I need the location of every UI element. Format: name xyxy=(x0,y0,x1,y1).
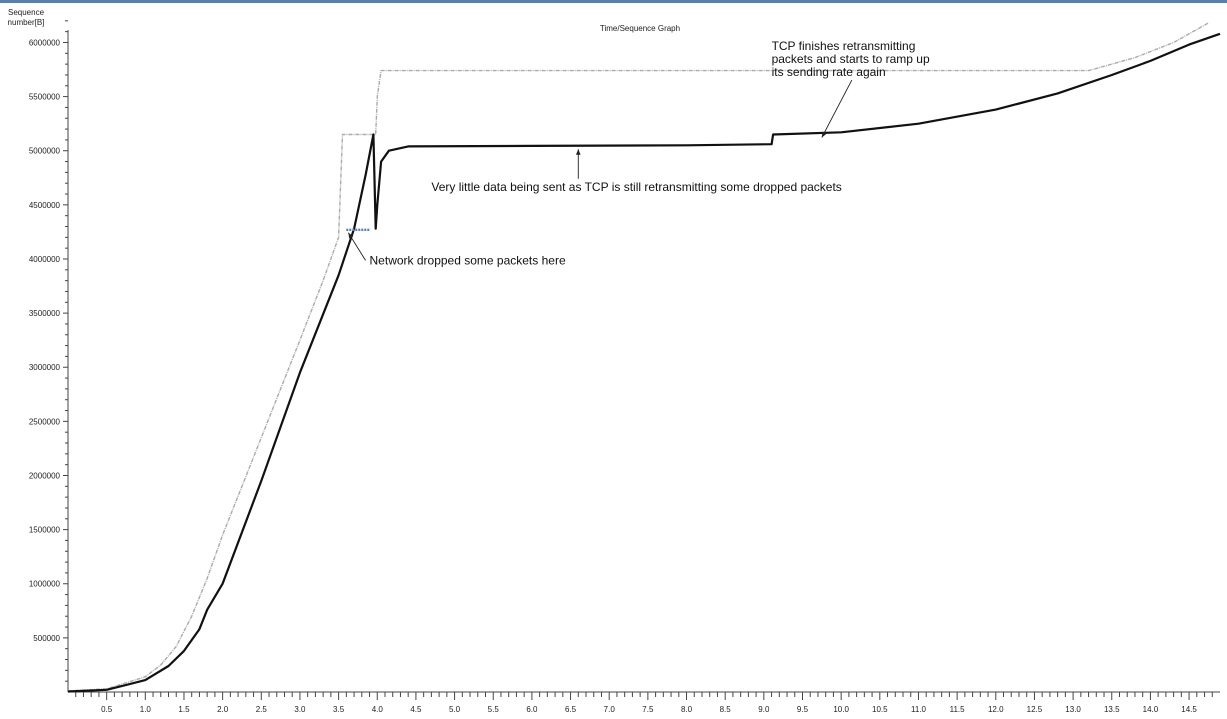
y-tick-label: 3500000 xyxy=(29,309,61,318)
x-tick-label: 11.5 xyxy=(950,705,966,714)
annotation-dropped-packets: Network dropped some packets here xyxy=(370,253,566,267)
x-tick-label: 5.0 xyxy=(449,705,461,714)
x-tick-label: 7.0 xyxy=(604,705,616,714)
y-tick-label: 5000000 xyxy=(29,147,61,156)
x-tick-label: 8.0 xyxy=(681,705,693,714)
x-tick-label: 10.0 xyxy=(833,705,849,714)
x-tick-label: 8.5 xyxy=(720,705,732,714)
annotation-arrow xyxy=(821,79,853,138)
x-tick-label: 14.5 xyxy=(1181,705,1197,714)
x-tick-label: 3.5 xyxy=(333,705,345,714)
x-tick-label: 0.5 xyxy=(101,705,113,714)
x-tick-label: 9.0 xyxy=(758,705,770,714)
x-tick-label: 1.5 xyxy=(178,705,190,714)
annotation-text: packets and starts to ramp up xyxy=(772,52,930,66)
x-tick-label: 4.5 xyxy=(410,705,422,714)
x-tick-label: 2.0 xyxy=(217,705,229,714)
y-tick-label: 2500000 xyxy=(29,417,61,426)
annotation-arrowhead xyxy=(575,149,581,155)
x-tick-label: 7.5 xyxy=(642,705,654,714)
x-tick-label: 12.0 xyxy=(988,705,1004,714)
series-sequence-line xyxy=(67,32,1221,693)
x-tick-label: 5.5 xyxy=(488,705,500,714)
x-tick-label: 2.5 xyxy=(256,705,268,714)
annotation-arrowhead xyxy=(821,131,827,138)
x-tick-label: 1.0 xyxy=(140,705,152,714)
y-tick-label: 4000000 xyxy=(29,255,61,264)
x-tick-label: 12.5 xyxy=(1027,705,1043,714)
chart-title: Time/Sequence Graph xyxy=(599,24,681,33)
annotation-text: its sending rate again xyxy=(772,65,886,79)
annotation-text: TCP finishes retransmitting xyxy=(772,39,916,53)
x-tick-label: 6.0 xyxy=(526,705,538,714)
y-tick-label: 3000000 xyxy=(29,363,61,372)
x-tick-label: 9.5 xyxy=(797,705,809,714)
x-tick-label: 4.0 xyxy=(372,705,384,714)
x-tick-label: 11.0 xyxy=(911,705,927,714)
annotation-little-data: Very little data being sent as TCP is st… xyxy=(431,180,841,194)
x-tick-label: 14.0 xyxy=(1143,705,1159,714)
y-tick-label: 1500000 xyxy=(29,526,61,535)
y-tick-label: 4500000 xyxy=(29,201,61,210)
series-upper-line xyxy=(67,22,1209,692)
x-tick-label: 10.5 xyxy=(872,705,888,714)
y-tick-label: 1000000 xyxy=(29,580,61,589)
x-tick-label: 13.0 xyxy=(1065,705,1081,714)
annotation-arrowhead xyxy=(348,232,354,239)
y-tick-label: 5500000 xyxy=(29,93,61,102)
annotation-text: Very little data being sent as TCP is st… xyxy=(431,180,841,194)
annotation-text: Network dropped some packets here xyxy=(370,253,566,267)
y-tick-label: 500000 xyxy=(33,634,60,643)
y-tick-label: 6000000 xyxy=(29,38,61,47)
x-tick-label: 3.0 xyxy=(294,705,306,714)
x-tick-label: 13.5 xyxy=(1104,705,1120,714)
x-tick-label: 6.5 xyxy=(565,705,577,714)
y-tick-label: 2000000 xyxy=(29,471,61,480)
window-top-border xyxy=(0,0,1227,3)
y-axis-label: Sequence number[B] xyxy=(7,8,45,27)
